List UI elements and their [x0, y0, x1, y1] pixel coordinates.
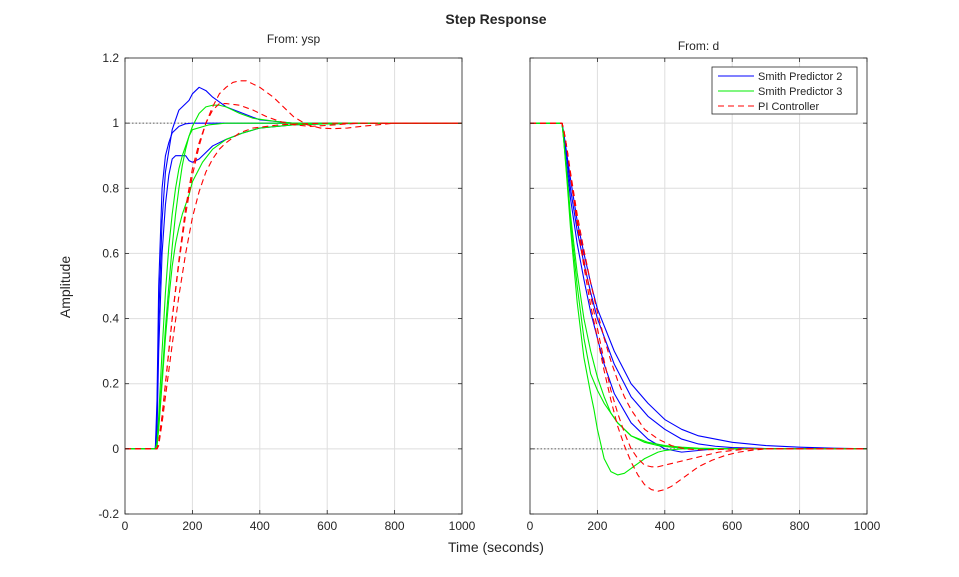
x-tick-label: 800	[385, 519, 405, 533]
x-tick-label: 800	[790, 519, 810, 533]
y-tick-label: 0.8	[102, 181, 119, 195]
series-line-pi-9	[530, 122, 867, 451]
subplot-from-d: 0 200 400 600 800 1000 From: d	[527, 39, 881, 533]
x-tick-label: 1000	[854, 519, 881, 533]
y-tick-label: 1	[112, 116, 119, 130]
series-line-smith2-2	[530, 122, 867, 450]
subplot-title: From: ysp	[267, 32, 321, 46]
y-tick-label: 0	[112, 442, 119, 456]
subplot-title: From: d	[678, 39, 719, 53]
series-line-pi-9	[125, 122, 462, 450]
axes-box	[124, 57, 463, 515]
x-tick-label: 0	[527, 519, 534, 533]
x-tick-label: 400	[250, 519, 270, 533]
series-line-smith2-1	[530, 122, 868, 450]
legend-label-smith3: Smith Predictor 3	[758, 86, 842, 98]
x-tick-label: 200	[182, 519, 202, 533]
y-tick-label: -0.2	[98, 507, 119, 521]
y-tick-label: 0.4	[102, 312, 119, 326]
y-tick-label: 1.2	[102, 51, 119, 65]
y-tick-label: 0.6	[102, 246, 119, 260]
series-line-pi-8	[530, 122, 867, 468]
series-line-smith3-4	[125, 122, 462, 450]
x-tick-label: 1000	[449, 519, 476, 533]
x-tick-label: 0	[122, 519, 129, 533]
x-axis-label: Time (seconds)	[448, 539, 544, 555]
series-line-pi-7	[530, 122, 867, 492]
subplot-from-ysp: 0 200 400 600 800 1000-0.200.20.40.60.811.2Fr…	[98, 32, 475, 533]
y-axis-label: Amplitude	[57, 256, 73, 318]
legend-label-pi: PI Controller	[758, 101, 819, 113]
series-line-pi-7	[125, 103, 462, 450]
legend: Smith Predictor 2 Smith Predictor 3 PI Con…	[711, 66, 858, 115]
y-tick-label: 0.2	[102, 377, 119, 391]
legend-label-smith2: Smith Predictor 2	[758, 71, 842, 83]
x-tick-label: 400	[655, 519, 675, 533]
x-tick-label: 200	[587, 519, 607, 533]
x-tick-label: 600	[317, 519, 337, 533]
series-line-pi-8	[125, 80, 462, 450]
axes-box	[529, 57, 868, 515]
figure-title: Step Response	[445, 11, 546, 27]
x-tick-label: 600	[722, 519, 742, 533]
